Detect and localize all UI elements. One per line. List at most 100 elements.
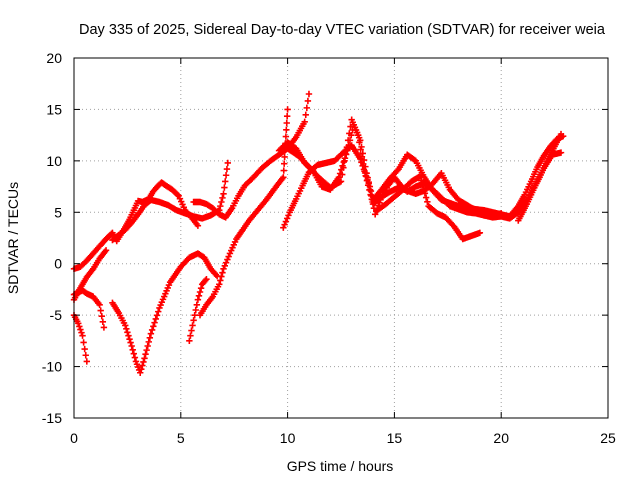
- data-point: [363, 177, 371, 184]
- y-axis-label: SDTVAR / TECUs: [5, 182, 21, 294]
- data-point: [302, 111, 309, 119]
- series-track-i: [186, 275, 210, 345]
- data-point: [83, 358, 91, 365]
- series-track-c: [70, 287, 108, 331]
- data-point: [283, 215, 291, 222]
- y-tick-label: -10: [42, 359, 62, 375]
- data-point: [76, 323, 83, 330]
- data-point: [151, 319, 158, 326]
- series-track-o: [515, 130, 565, 224]
- data-point: [144, 342, 151, 350]
- data-point: [362, 172, 369, 180]
- data-point: [139, 362, 146, 369]
- data-point: [75, 320, 82, 327]
- data-point: [203, 275, 210, 283]
- data-point: [218, 198, 225, 206]
- data-point: [346, 130, 353, 137]
- data-point: [195, 292, 203, 300]
- data-point: [360, 156, 368, 164]
- data-point: [77, 326, 84, 333]
- y-tick-label: 15: [46, 101, 62, 117]
- data-point: [360, 160, 367, 168]
- chart-title: Day 335 of 2025, Sidereal Day-to-day VTE…: [79, 22, 606, 38]
- data-point: [145, 338, 152, 346]
- data-point: [283, 113, 291, 120]
- data-point: [280, 174, 287, 181]
- data-point: [411, 156, 418, 164]
- data-point: [142, 351, 149, 358]
- data-point: [416, 173, 424, 180]
- data-point: [347, 123, 354, 130]
- data-point: [221, 184, 228, 191]
- data-point: [141, 355, 148, 362]
- data-point: [140, 358, 147, 366]
- data-point: [354, 131, 362, 139]
- data-point: [283, 126, 290, 133]
- data-point: [79, 332, 86, 339]
- data-point: [422, 194, 430, 201]
- data-point: [123, 325, 130, 333]
- data-point: [155, 308, 162, 315]
- y-tick-label: -15: [42, 410, 62, 426]
- y-tick-label: 20: [46, 50, 62, 66]
- series-track-e: [109, 250, 221, 376]
- data-point: [285, 212, 292, 219]
- data-points: [70, 90, 567, 376]
- data-point: [124, 329, 131, 336]
- data-point: [367, 191, 374, 198]
- data-point: [81, 345, 88, 353]
- data-point: [304, 97, 312, 105]
- data-point: [137, 369, 144, 376]
- data-point: [557, 149, 565, 156]
- data-point: [282, 133, 290, 140]
- data-point: [340, 164, 347, 171]
- data-point: [131, 354, 139, 361]
- data-point: [192, 306, 199, 314]
- data-point: [217, 202, 224, 210]
- data-point: [368, 196, 376, 203]
- axes: [73, 57, 609, 419]
- data-point: [78, 329, 85, 336]
- data-point: [340, 158, 347, 166]
- data-point: [223, 165, 231, 173]
- data-point: [476, 229, 484, 237]
- data-point: [148, 326, 156, 334]
- data-point: [220, 190, 227, 197]
- data-point: [337, 178, 345, 185]
- data-point: [193, 301, 201, 309]
- data-point: [194, 296, 202, 303]
- series-track-h: [196, 106, 291, 319]
- data-point: [305, 90, 313, 98]
- data-point: [122, 322, 129, 329]
- data-point: [174, 191, 181, 198]
- data-point: [222, 178, 229, 185]
- data-point: [421, 190, 429, 197]
- data-point: [189, 322, 196, 329]
- y-tick-label: 0: [54, 256, 62, 272]
- data-point: [418, 177, 425, 184]
- x-tick-label: 15: [387, 430, 403, 446]
- data-point: [220, 265, 227, 273]
- data-point: [146, 334, 154, 341]
- data-point: [153, 312, 161, 319]
- tick-labels: 0 5 10 15 20 25 -15 -10 -5 0 5 10 15 20: [42, 50, 616, 446]
- data-point: [217, 277, 224, 284]
- data-point: [197, 284, 205, 292]
- data-point: [97, 307, 104, 314]
- data-point: [338, 171, 346, 178]
- series-track-f: [109, 159, 231, 244]
- data-point: [138, 365, 145, 373]
- y-tick-label: -5: [50, 307, 63, 323]
- y-tick-label: 5: [54, 204, 62, 220]
- data-point: [219, 269, 226, 276]
- series-track-m: [374, 173, 484, 243]
- x-tick-label: 25: [600, 430, 616, 446]
- data-point: [282, 218, 290, 225]
- data-point: [129, 346, 136, 354]
- data-point: [357, 146, 364, 153]
- data-point: [150, 323, 157, 330]
- data-point: [281, 153, 288, 161]
- data-point: [191, 311, 198, 319]
